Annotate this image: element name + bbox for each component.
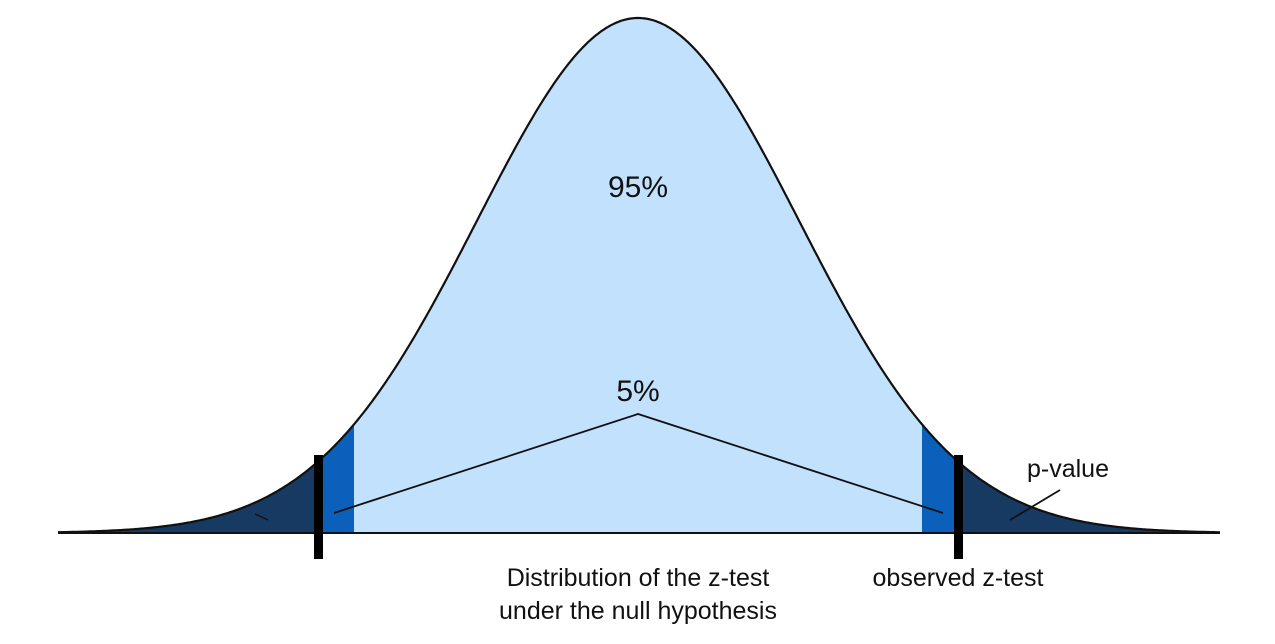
p-value-leader: [1009, 489, 1061, 521]
center-area-label: 95%: [608, 171, 668, 204]
observed-z-label: observed z-test: [873, 564, 1044, 592]
critical-value-marker-left: [314, 455, 323, 559]
tails-area-label: 5%: [616, 375, 659, 408]
p-value-region-left: [60, 461, 318, 533]
rejection-region-left: [318, 424, 354, 533]
rejection-region-right: [922, 424, 958, 533]
p-value-label: p-value: [1027, 455, 1109, 483]
distribution-caption-line2: under the null hypothesis: [499, 597, 777, 625]
tail-tick-left: [254, 513, 269, 521]
acceptance-region: [354, 18, 922, 533]
five-percent-leader: [333, 413, 944, 514]
observed-z-marker: [954, 455, 963, 559]
normal-curve: [58, 16, 1221, 534]
distribution-caption-line1: Distribution of the z-test: [507, 564, 770, 592]
p-value-region-right: [958, 461, 1216, 533]
